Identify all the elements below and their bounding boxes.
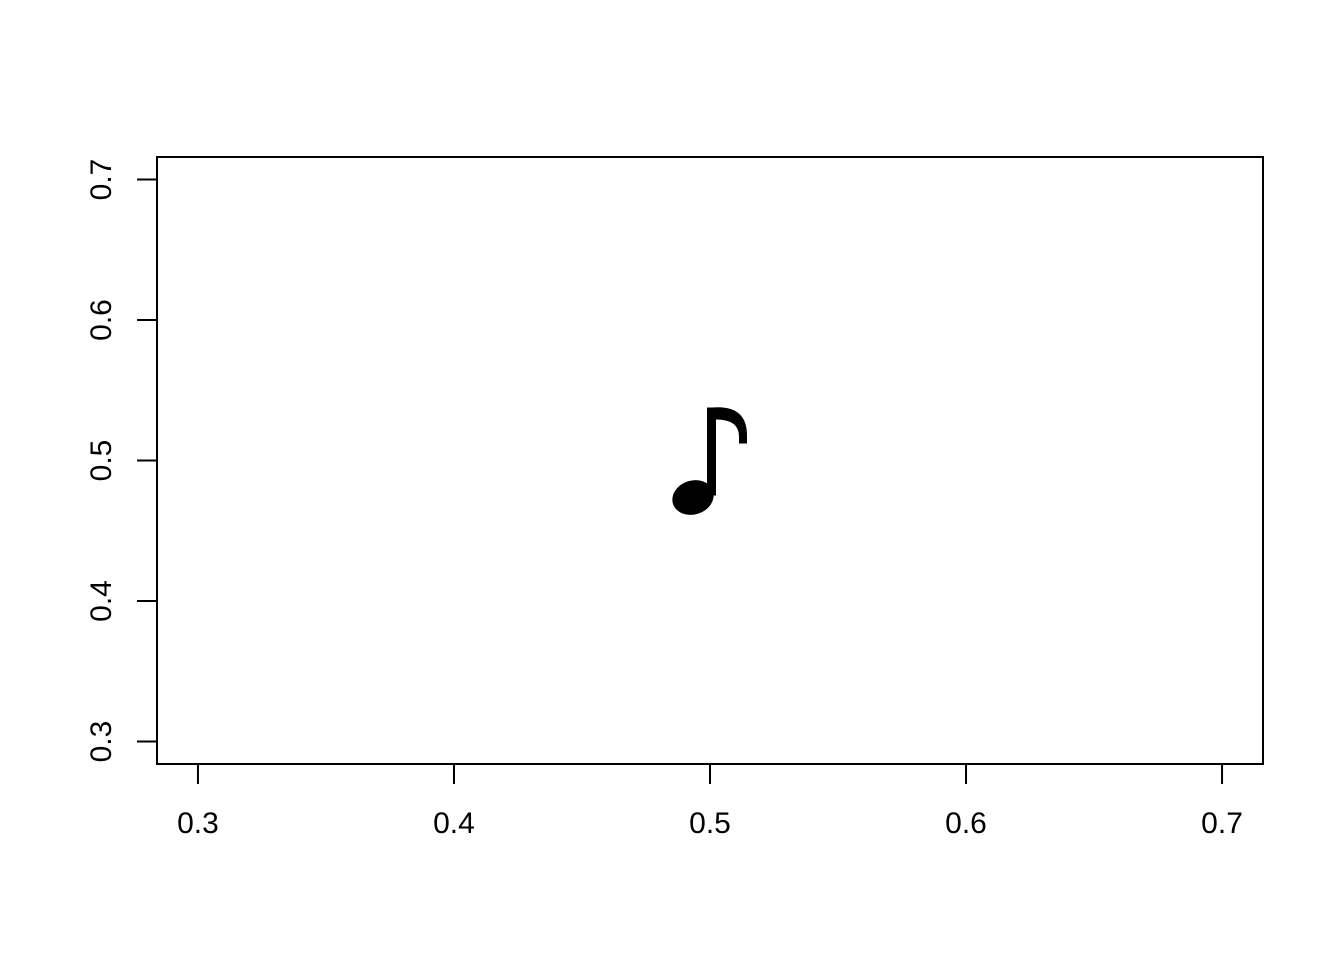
y-axis: 0.3 0.4 0.5 0.6 0.7 <box>85 159 158 763</box>
data-point <box>672 407 747 515</box>
y-tick-label: 0.6 <box>85 299 118 341</box>
x-tick-label: 0.3 <box>177 807 219 840</box>
x-tick-label: 0.4 <box>433 807 475 840</box>
y-tick-label: 0.7 <box>85 159 118 201</box>
y-tick-label: 0.5 <box>85 440 118 482</box>
x-axis: 0.3 0.4 0.5 0.6 0.7 <box>177 763 1243 840</box>
y-tick-label: 0.3 <box>85 721 118 763</box>
x-tick-label: 0.6 <box>945 807 987 840</box>
x-tick-label: 0.5 <box>689 807 731 840</box>
x-tick-label: 0.7 <box>1201 807 1243 840</box>
y-tick-label: 0.4 <box>85 580 118 622</box>
data-marks <box>672 407 747 515</box>
music-note-icon <box>672 407 747 515</box>
